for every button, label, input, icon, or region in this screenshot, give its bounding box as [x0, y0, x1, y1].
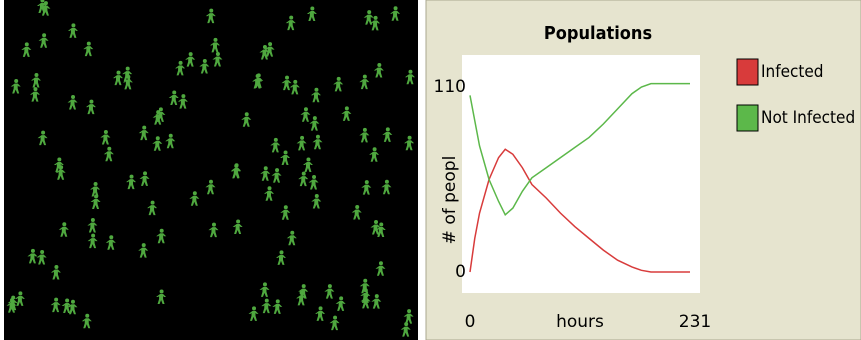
- world-view: [4, 0, 418, 340]
- legend-label: Infected: [761, 62, 824, 82]
- legend-swatch: [737, 105, 758, 131]
- x-tick-label: 0: [465, 312, 476, 332]
- screen: Populations hours # of peopl 0 110 0 231 Inf…: [0, 0, 861, 340]
- x-tick-label: 231: [679, 312, 711, 332]
- plot-title: Populations: [544, 23, 652, 44]
- legend-swatch: [737, 59, 758, 85]
- page: {"chart_data": {"type": "line", "title":…: [0, 0, 861, 340]
- y-axis-label: # of peopl: [440, 156, 460, 245]
- plot-area: [462, 55, 700, 293]
- x-axis-label: hours: [556, 312, 604, 332]
- legend-label: Not Infected: [761, 108, 855, 128]
- y-tick-label: 0: [455, 262, 466, 282]
- y-tick-label: 110: [434, 77, 466, 97]
